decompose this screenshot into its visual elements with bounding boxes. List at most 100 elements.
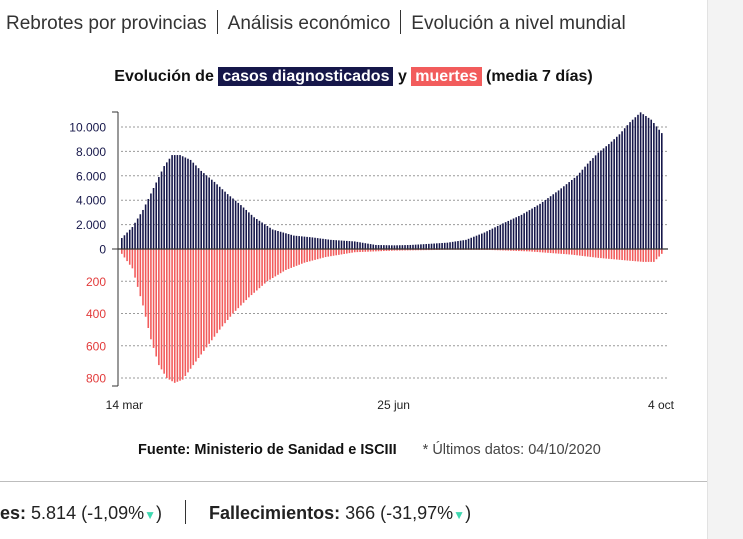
trend-down-icon: ▼ (453, 508, 466, 522)
death-bar (123, 249, 126, 258)
case-bar (324, 239, 327, 249)
death-bar (126, 249, 128, 262)
case-bar (155, 182, 158, 249)
case-bar (621, 131, 623, 249)
tab-rebrotes-provincias[interactable]: Rebrotes por provincias (6, 13, 207, 34)
case-bar (634, 117, 637, 250)
case-bar (229, 196, 232, 249)
case-bar (364, 243, 367, 249)
case-bar (454, 241, 457, 249)
case-bar (557, 190, 560, 249)
death-bar (504, 249, 507, 251)
case-bar (507, 220, 510, 249)
case-bar (245, 209, 248, 249)
death-bar (179, 249, 181, 381)
death-bar (242, 249, 245, 303)
case-bar (581, 169, 584, 249)
death-bar (523, 249, 525, 252)
death-bar (568, 249, 570, 255)
case-bar (147, 198, 150, 249)
case-bar (433, 243, 435, 249)
death-bar (229, 249, 232, 317)
case-bar (221, 189, 224, 249)
death-bar (526, 249, 528, 252)
case-bar (520, 214, 523, 249)
case-bar (443, 242, 446, 249)
case-bar (380, 245, 383, 249)
cases-label: es: (0, 503, 27, 523)
case-bar (361, 242, 364, 249)
x-tick-label: 25 jun (377, 398, 410, 412)
case-bar (168, 158, 171, 249)
death-bar (181, 249, 184, 380)
death-bar (406, 249, 409, 251)
case-bar (184, 157, 187, 249)
death-bar (200, 249, 203, 355)
death-bar (128, 249, 131, 265)
case-bar (372, 244, 375, 249)
death-bar (263, 249, 266, 284)
death-bar (203, 249, 205, 351)
case-bar (650, 119, 653, 250)
case-bar (584, 166, 586, 249)
death-bar (398, 249, 401, 251)
death-bar (158, 249, 160, 366)
case-bar (274, 230, 277, 249)
case-bar (488, 229, 491, 249)
case-bar (552, 194, 555, 249)
title-prefix: Evolución de (114, 68, 214, 85)
bar-marks (121, 112, 663, 383)
death-bar (377, 249, 380, 252)
case-bar (473, 236, 475, 249)
death-bar (330, 249, 332, 257)
case-bar (121, 238, 123, 249)
case-bar (348, 241, 351, 249)
death-bar (303, 249, 306, 263)
death-bar (285, 249, 287, 270)
death-bar (353, 249, 356, 253)
case-bar (623, 128, 626, 249)
case-bar (528, 210, 531, 249)
case-bar (195, 165, 197, 249)
case-bar (393, 245, 396, 249)
death-bar (502, 249, 504, 251)
case-bar (285, 233, 287, 249)
death-bar (584, 249, 586, 257)
death-bar (565, 249, 568, 255)
death-bar (393, 249, 396, 251)
y-tick-label-cases: 8.000 (76, 145, 106, 159)
case-bar (626, 125, 629, 249)
case-bar (322, 238, 324, 249)
death-bar (372, 249, 375, 252)
case-bar (565, 184, 568, 249)
case-bar (187, 158, 189, 249)
deaths-value-close: ) (465, 503, 472, 523)
death-bar (420, 249, 422, 251)
death-bar (237, 249, 240, 309)
tab-bar: Rebrotes por provincias Análisis económic… (6, 10, 626, 35)
case-bar (142, 209, 144, 249)
case-bar (496, 225, 499, 249)
tab-analisis-economico[interactable]: Análisis económico (227, 13, 391, 34)
death-bar (351, 249, 353, 253)
deaths-value: 366 (-31,97% (345, 503, 454, 523)
case-bar (523, 213, 525, 249)
case-bar (160, 171, 163, 249)
y-tick-label-cases: 10.000 (69, 121, 106, 135)
case-bar (486, 231, 488, 249)
tab-separator (216, 10, 218, 34)
case-bar (573, 177, 576, 249)
case-bar (481, 233, 483, 249)
death-bar (282, 249, 285, 272)
case-bar (308, 237, 311, 249)
case-bar (467, 238, 470, 249)
death-bar (631, 249, 634, 261)
case-bar (398, 245, 401, 249)
case-bar (176, 155, 179, 249)
case-bar (237, 202, 240, 249)
grid-lines (121, 126, 668, 379)
death-bar (549, 249, 552, 254)
tab-evolucion-mundial[interactable]: Evolución a nivel mundial (411, 13, 626, 34)
death-bar (414, 249, 417, 251)
case-bar (385, 245, 388, 249)
